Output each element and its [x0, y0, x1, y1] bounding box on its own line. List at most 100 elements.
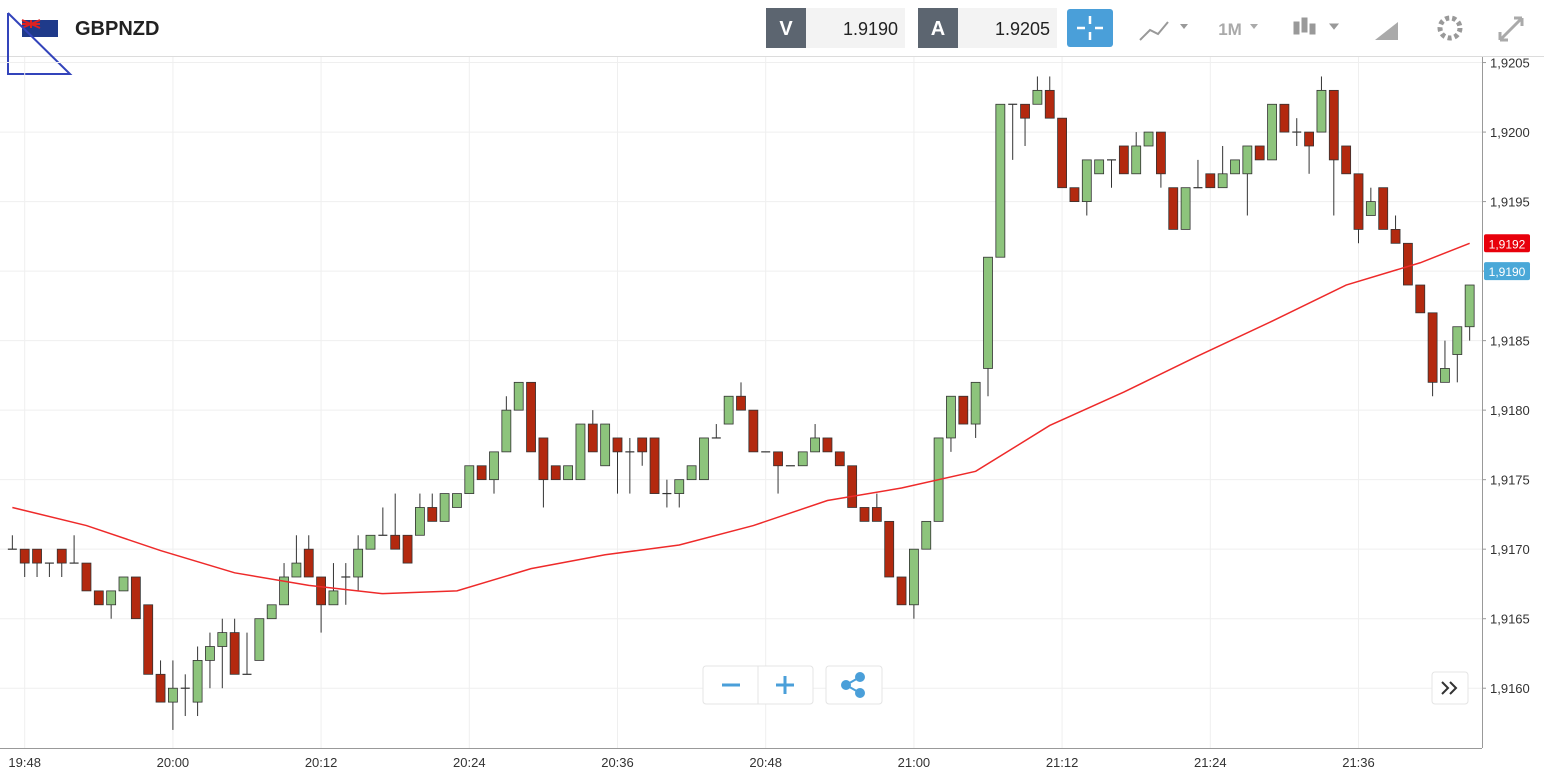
candle-body — [192, 660, 203, 703]
bid-box — [806, 8, 905, 48]
candle-body — [1427, 312, 1438, 383]
zoom-controls — [702, 665, 1469, 705]
candle-body — [1279, 103, 1290, 133]
candle-body — [1242, 145, 1253, 175]
candle-body — [279, 576, 289, 606]
candle-body — [118, 576, 129, 592]
candle-body — [56, 548, 67, 564]
bid-label: V — [779, 18, 793, 40]
candle-body — [859, 507, 870, 522]
drawing-button[interactable] — [1375, 22, 1398, 40]
x-tick-label: 20:36 — [601, 755, 634, 770]
candle-body — [217, 632, 228, 647]
candle-body — [526, 381, 536, 453]
y-tick-label: 1,9185 — [1490, 334, 1530, 349]
candle-body — [303, 548, 314, 578]
drawing-tool-triangle — [7, 12, 73, 75]
x-tick-label: 20:00 — [157, 755, 190, 770]
crosshair-button[interactable] — [1067, 9, 1113, 47]
chart-type-button[interactable] — [1139, 21, 1188, 41]
candle-body — [970, 381, 981, 425]
candle-body — [1057, 117, 1067, 189]
candle-body — [587, 423, 598, 453]
candle-body — [1069, 187, 1080, 202]
candle-body — [93, 590, 104, 606]
candle-body — [995, 103, 1006, 258]
y-tick-label: 1,9160 — [1490, 681, 1530, 696]
timeframe-button[interactable]: 1M — [1218, 20, 1242, 39]
candle-body — [612, 437, 623, 453]
candle-body — [1440, 368, 1450, 383]
bid-button[interactable] — [766, 8, 806, 48]
x-tick-label: 21:00 — [898, 755, 931, 770]
x-tick-label: 20:24 — [453, 755, 486, 770]
y-tick-label: 1,9165 — [1490, 612, 1530, 627]
y-tick-label: 1,9180 — [1490, 403, 1530, 418]
y-tick-label: 1,9205 — [1490, 56, 1530, 71]
candle-body — [476, 465, 487, 481]
candle-body — [427, 507, 438, 522]
candle-body — [699, 437, 709, 481]
fullscreen-button[interactable] — [1498, 16, 1524, 42]
bid-price: 1.9190 — [843, 19, 898, 39]
candle-body — [1131, 145, 1142, 175]
flag-icon — [21, 19, 58, 37]
candle-body — [723, 395, 734, 425]
x-tick-label: 19:48 — [8, 755, 41, 770]
candle-body — [563, 465, 573, 481]
timeframe-caret — [1250, 24, 1258, 29]
candle-body — [946, 395, 956, 439]
candle-body — [1143, 131, 1154, 147]
candle-body — [847, 465, 858, 508]
candle-body — [1094, 159, 1105, 175]
candle-body — [748, 409, 759, 453]
candle-body — [513, 381, 524, 411]
candle-body — [155, 673, 166, 703]
candle-body — [1353, 173, 1364, 230]
candle-body — [736, 395, 746, 411]
zoom-in-button[interactable] — [776, 676, 794, 694]
candle-body — [353, 548, 364, 578]
candle-body — [958, 395, 969, 425]
candle-body — [1403, 242, 1413, 286]
candle-body — [32, 548, 42, 564]
x-tick-label: 20:48 — [749, 755, 782, 770]
ask-label: A — [931, 18, 945, 40]
candle-style-button[interactable] — [1293, 17, 1340, 35]
candle-body — [1464, 284, 1475, 328]
candle-body — [414, 507, 425, 536]
y-tick-label: 1,9175 — [1490, 473, 1530, 488]
candle-body — [909, 548, 919, 606]
candle-body — [167, 687, 178, 703]
ask-button[interactable] — [918, 8, 958, 48]
symbol-name: GBPNZD — [75, 18, 159, 40]
candle-body — [1156, 131, 1166, 175]
candle-body — [1452, 326, 1463, 355]
share-button[interactable] — [841, 672, 865, 698]
y-tick-label: 1,9170 — [1490, 542, 1530, 557]
candle-body — [81, 562, 92, 592]
candle-body — [291, 562, 302, 578]
scroll-end-button[interactable] — [1431, 671, 1469, 705]
candle-body — [439, 493, 450, 522]
candle-body — [1032, 89, 1043, 105]
candle-body — [106, 590, 117, 606]
settings-button[interactable] — [1437, 15, 1463, 41]
y-tick-label: 1,9200 — [1490, 125, 1530, 140]
candle-body — [550, 465, 561, 481]
moving-average-line — [12, 242, 1470, 595]
price-badge-label: 1,9192 — [1489, 237, 1526, 251]
candle-body — [1118, 145, 1129, 175]
candle-body — [1205, 173, 1216, 189]
candle-body — [538, 437, 549, 481]
candle-body — [19, 548, 30, 564]
candle-body — [1304, 131, 1314, 147]
candle-body — [205, 646, 215, 661]
candle-body — [822, 437, 833, 453]
candle-body — [810, 437, 820, 453]
candle-body — [1390, 229, 1401, 244]
candle-body — [649, 437, 660, 494]
x-tick-label: 21:12 — [1046, 755, 1079, 770]
candle-body — [452, 493, 462, 508]
